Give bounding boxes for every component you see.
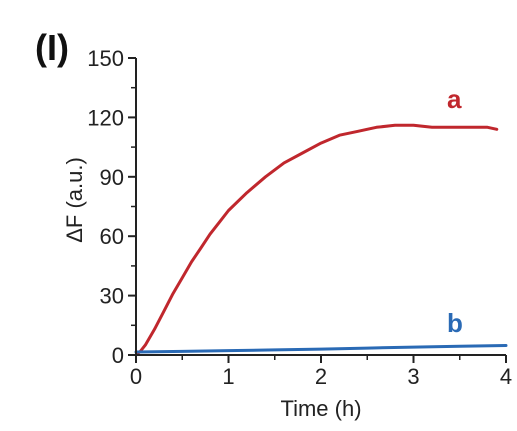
series-layer: [134, 123, 508, 357]
x-tick-label: 0: [130, 364, 142, 389]
ticks-layer: 0 1 2 3 4 0 30 60 90 120 150: [87, 46, 512, 389]
y-tick-label: 0: [112, 343, 124, 368]
y-tick-label: 120: [87, 105, 124, 130]
y-tick-label: 60: [100, 224, 124, 249]
series-label-a: a: [447, 84, 462, 114]
y-tick-label: 30: [100, 284, 124, 309]
series-label-b: b: [447, 308, 463, 338]
panel-label: (I): [35, 27, 69, 68]
series-line-b: [134, 344, 508, 354]
x-tick-label: 4: [500, 364, 512, 389]
y-tick-label: 150: [87, 46, 124, 71]
x-tick-label: 3: [407, 364, 419, 389]
y-tick-label: 90: [100, 165, 124, 190]
plot-area: 0 1 2 3 4 0 30 60 90 120 150: [87, 46, 512, 389]
y-axis-title: ΔF (a.u.): [62, 157, 87, 243]
x-tick-label: 1: [222, 364, 234, 389]
x-axis-title: Time (h): [280, 396, 361, 421]
x-tick-label: 2: [315, 364, 327, 389]
series-line-a: [134, 123, 499, 357]
